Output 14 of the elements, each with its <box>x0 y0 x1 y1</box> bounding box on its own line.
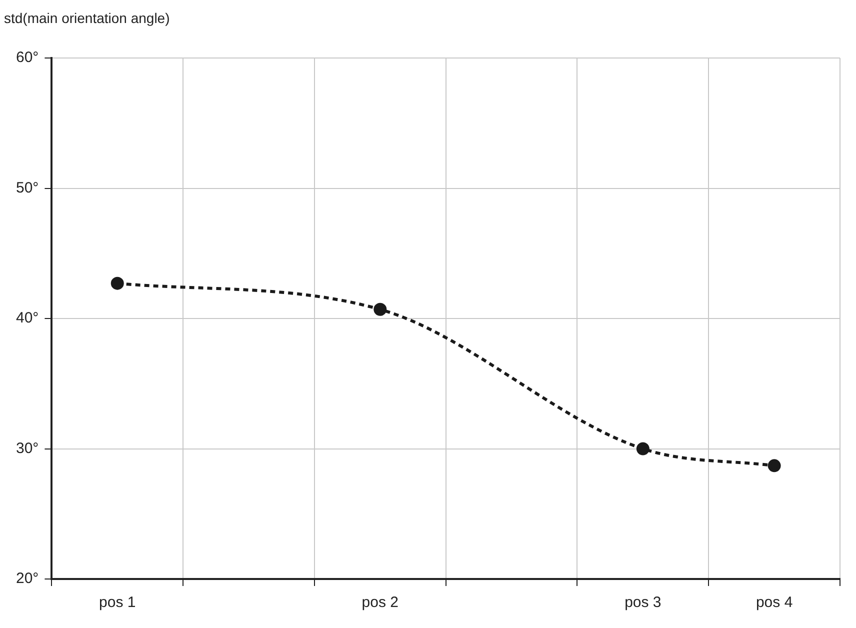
y-tick-label: 50° <box>16 179 39 196</box>
x-tick-label: pos 3 <box>624 594 662 612</box>
y-axis-title: std(main orientation angle) <box>4 10 170 26</box>
y-tick-label: 60° <box>16 49 39 66</box>
point <box>110 276 124 290</box>
point <box>374 302 387 316</box>
x-tick-label: pos 4 <box>756 594 793 612</box>
y-tick-label: 20° <box>16 570 39 588</box>
x-tick-label: pos 2 <box>362 594 398 612</box>
point <box>636 442 650 456</box>
x-tick-label: pos 1 <box>99 594 136 612</box>
y-tick-label: 40° <box>16 310 39 327</box>
point <box>768 459 781 472</box>
y-tick-label: 30° <box>16 440 39 457</box>
